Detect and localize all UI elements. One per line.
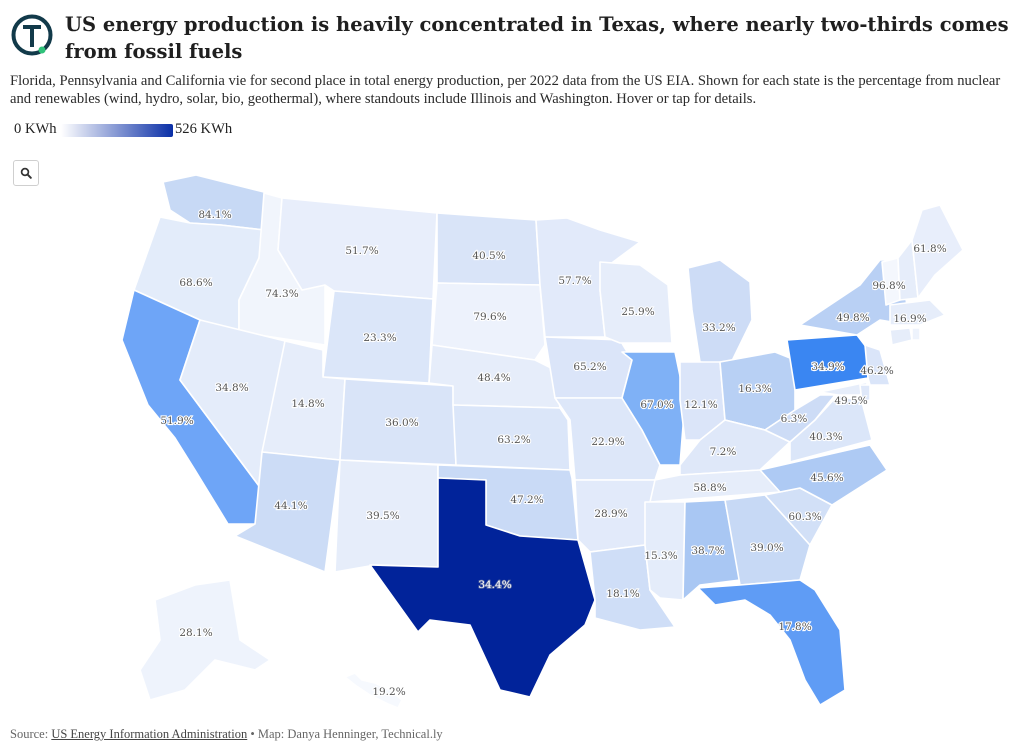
state-label-il: 67.0% xyxy=(640,399,673,411)
source-link[interactable]: US Energy Information Administration xyxy=(51,727,248,741)
state-nd[interactable] xyxy=(436,212,541,286)
zoom-button[interactable] xyxy=(13,160,39,186)
state-mi[interactable] xyxy=(687,259,753,366)
state-il[interactable] xyxy=(621,351,686,466)
state-ri[interactable] xyxy=(911,327,921,341)
source-prefix: Source: xyxy=(10,727,49,741)
state-label-fl: 17.8% xyxy=(778,621,811,633)
state-label-wv: 6.3% xyxy=(781,413,808,425)
legend-min-label: 0 KWh xyxy=(14,121,57,137)
state-label-nd: 40.5% xyxy=(472,250,505,262)
state-tx[interactable] xyxy=(369,477,596,698)
state-label-la: 18.1% xyxy=(606,588,639,600)
state-label-nh: 96.8% xyxy=(872,280,905,292)
state-label-oh: 16.3% xyxy=(738,383,771,395)
legend-max-label: 526 KWh xyxy=(175,121,233,137)
state-me[interactable] xyxy=(911,204,964,299)
state-label-ma: 16.9% xyxy=(893,313,926,325)
state-label-nj: 46.2% xyxy=(860,365,893,377)
map-credit: • Map: Danya Henninger, Technical.ly xyxy=(250,727,443,741)
state-label-mi: 33.2% xyxy=(702,322,735,334)
state-label-or: 68.6% xyxy=(179,277,212,289)
page-title: US energy production is heavily concentr… xyxy=(65,13,1009,63)
state-label-ny: 49.8% xyxy=(836,312,869,324)
state-label-ks: 63.2% xyxy=(497,434,530,446)
state-label-hi: 19.2% xyxy=(372,686,405,698)
state-label-mo: 22.9% xyxy=(591,436,624,448)
state-ct[interactable] xyxy=(889,327,913,346)
state-label-ky: 7.2% xyxy=(710,446,737,458)
state-nj[interactable] xyxy=(864,344,891,386)
state-ga[interactable] xyxy=(724,494,811,586)
state-label-me: 61.8% xyxy=(913,243,946,255)
state-sd[interactable] xyxy=(431,282,546,361)
state-az[interactable] xyxy=(234,451,341,573)
state-label-pa: 34.9% xyxy=(811,361,844,373)
legend-gradient-bar xyxy=(61,124,173,137)
state-hi[interactable] xyxy=(344,672,403,709)
state-nc[interactable] xyxy=(759,444,888,506)
state-label-ms: 15.3% xyxy=(644,550,677,562)
state-label-wy: 23.3% xyxy=(363,332,396,344)
state-label-id: 74.3% xyxy=(265,288,298,300)
page-subtitle: Florida, Pennsylvania and California vie… xyxy=(10,73,1001,107)
state-label-az: 44.1% xyxy=(274,500,307,512)
state-label-nc: 45.6% xyxy=(810,472,843,484)
state-label-tx: 34.4% xyxy=(478,579,511,591)
source-note: Source: US Energy Information Administra… xyxy=(10,727,443,742)
state-label-ga: 39.0% xyxy=(750,542,783,554)
state-de[interactable] xyxy=(859,384,871,403)
state-ak[interactable] xyxy=(139,579,271,701)
state-wi[interactable] xyxy=(599,261,673,344)
state-label-wa: 84.1% xyxy=(198,209,231,221)
state-label-nv: 34.8% xyxy=(215,382,248,394)
state-label-ca: 51.9% xyxy=(160,415,193,427)
technically-logo xyxy=(11,14,53,56)
state-label-ar: 28.9% xyxy=(594,508,627,520)
state-fl[interactable] xyxy=(697,579,846,706)
state-label-mn: 57.7% xyxy=(558,275,591,287)
state-label-mt: 51.7% xyxy=(345,245,378,257)
state-label-sd: 79.6% xyxy=(473,311,506,323)
state-label-ut: 14.8% xyxy=(291,398,324,410)
state-label-in: 12.1% xyxy=(684,399,717,411)
state-ks[interactable] xyxy=(452,404,571,471)
state-label-ne: 48.4% xyxy=(477,372,510,384)
state-md[interactable] xyxy=(819,381,869,396)
state-ma[interactable] xyxy=(889,299,946,326)
state-label-ak: 28.1% xyxy=(179,627,212,639)
state-label-tn: 58.8% xyxy=(693,482,726,494)
magnifier-icon xyxy=(20,167,32,179)
state-label-al: 38.7% xyxy=(691,545,724,557)
state-label-va: 40.3% xyxy=(809,431,842,443)
state-label-ia: 65.2% xyxy=(573,361,606,373)
state-label-ok: 47.2% xyxy=(510,494,543,506)
state-label-sc: 60.3% xyxy=(788,511,821,523)
us-choropleth-map: 84.1% 68.6% 51.9% 74.3% 34.8% 51.7% 23.3% 14.8%… xyxy=(121,174,964,709)
state-label-co: 36.0% xyxy=(385,417,418,429)
state-al[interactable] xyxy=(682,499,741,601)
state-label-wi: 25.9% xyxy=(621,306,654,318)
state-label-nm: 39.5% xyxy=(366,510,399,522)
state-label-md: 49.5% xyxy=(834,395,867,407)
